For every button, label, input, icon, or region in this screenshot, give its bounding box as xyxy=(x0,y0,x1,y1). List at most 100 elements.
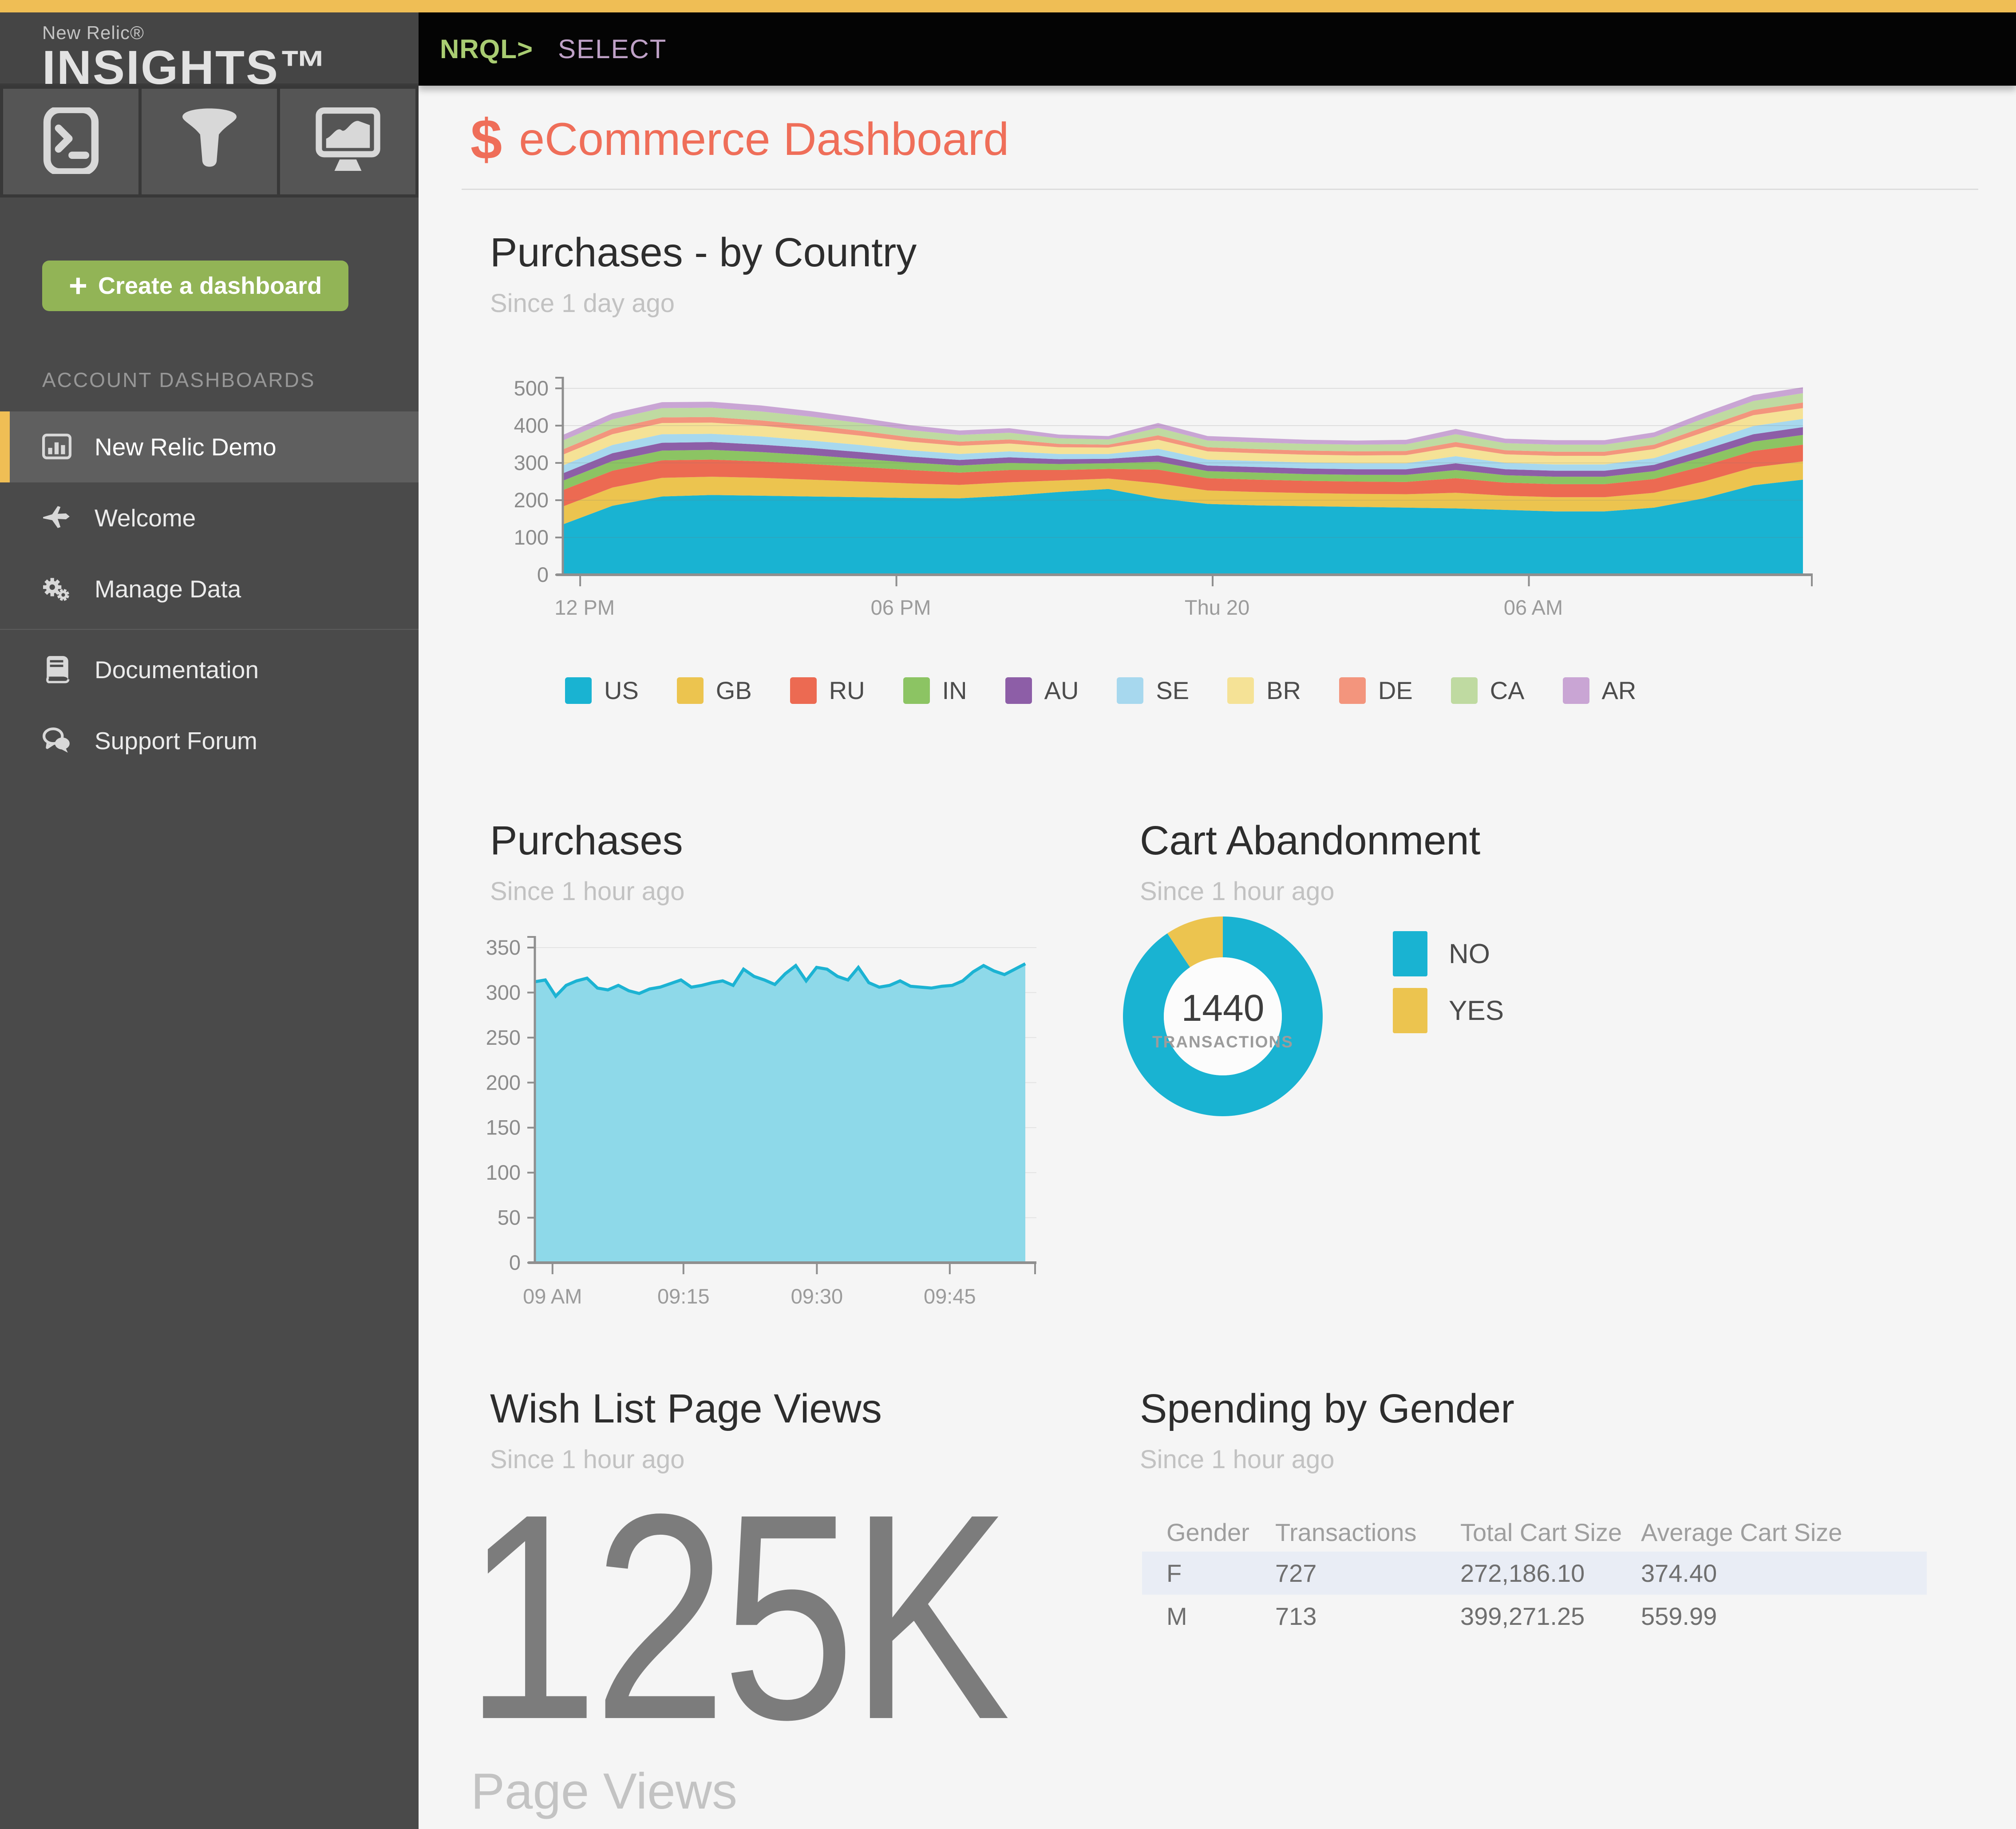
legend-item-RU[interactable]: RU xyxy=(790,676,865,705)
filter-button[interactable] xyxy=(142,89,277,194)
legend-item-yes[interactable]: YES xyxy=(1393,988,1504,1033)
sidebar-toolbar xyxy=(0,86,419,198)
series-area-CA xyxy=(563,393,1803,452)
page-title-text: eCommerce Dashboard xyxy=(519,114,1009,165)
create-dashboard-label: Create a dashboard xyxy=(98,273,322,299)
sidebar-item-welcome[interactable]: Welcome xyxy=(0,482,419,553)
axis-tick-label: 300 xyxy=(514,451,549,474)
sidebar-item-manage-data[interactable]: Manage Data xyxy=(0,553,419,624)
legend-swatch xyxy=(790,677,817,704)
table-cell: 713 xyxy=(1275,1602,1317,1630)
axis-tick-label: 250 xyxy=(486,1026,521,1049)
legend-item-DE[interactable]: DE xyxy=(1339,676,1413,705)
widget-subtitle: Since 1 hour ago xyxy=(490,1445,685,1474)
widget-title-cart-abandonment: Cart Abandonment Since 1 hour ago xyxy=(1140,818,1481,906)
legend-label: SE xyxy=(1156,676,1190,704)
purchases-chart: 0 50 100 150 200 250 300 350 09 AM 09:15 09:30 09:4… xyxy=(486,936,1036,1308)
axis-tick-label: 150 xyxy=(486,1116,521,1139)
table-cell: 272,186.10 xyxy=(1460,1559,1585,1587)
widget-subtitle: Since 1 hour ago xyxy=(490,877,685,906)
legend-label: CA xyxy=(1490,676,1525,704)
legend-swatch xyxy=(1227,677,1254,704)
legend-item-AU[interactable]: AU xyxy=(1005,676,1079,705)
sidebar-divider xyxy=(0,629,419,630)
axis-tick-label: 12 PM xyxy=(554,596,615,619)
app-logo: New Relic® INSIGHTS™ xyxy=(0,12,419,91)
table-column-header: Gender xyxy=(1166,1518,1249,1546)
axis-tick-label: 0 xyxy=(537,563,549,586)
account-dashboards-label: ACCOUNT DASHBOARDS xyxy=(42,368,316,391)
legend-label: BR xyxy=(1266,676,1301,704)
dashboard-content: $ eCommerce Dashboard Purchases - by Cou… xyxy=(419,86,2016,1829)
sidebar-item-new-relic-demo[interactable]: New Relic Demo xyxy=(0,411,419,482)
book-icon xyxy=(42,655,71,684)
series-area-BR xyxy=(563,408,1803,466)
legend-swatch xyxy=(1117,677,1144,704)
brand-name: New Relic® xyxy=(42,22,144,43)
page-title: $ eCommerce Dashboard xyxy=(470,107,1009,172)
table-column-header: Total Cart Size xyxy=(1460,1518,1622,1546)
sidebar-item-label: Support Forum xyxy=(95,727,257,755)
country-legend: US GB RU IN AU SE BR DE CA AR xyxy=(565,676,1636,705)
donut-center-label: TRANSACTIONS xyxy=(1152,1033,1293,1051)
sidebar-item-label: Welcome xyxy=(95,504,196,532)
legend-item-CA[interactable]: CA xyxy=(1451,676,1525,705)
top-accent-bar xyxy=(0,0,2016,12)
dashboards-button[interactable] xyxy=(280,89,415,194)
cart-abandonment-legend: NO YES xyxy=(1393,931,1504,1033)
axis-tick-label: 350 xyxy=(486,936,521,959)
axis-tick-label: Thu 20 xyxy=(1185,596,1249,619)
query-terminal-button[interactable] xyxy=(3,89,138,194)
sidebar-item-support-forum[interactable]: Support Forum xyxy=(0,705,419,776)
axis-tick-label: 500 xyxy=(514,376,549,400)
axis-tick-label: 0 xyxy=(509,1251,521,1274)
axis-tick-label: 09:45 xyxy=(924,1284,976,1308)
gears-icon xyxy=(42,574,71,604)
funnel-icon xyxy=(176,107,243,176)
series-area-US xyxy=(563,479,1803,575)
legend-swatch xyxy=(676,677,704,704)
legend-label: YES xyxy=(1449,995,1504,1026)
nrql-select-keyword: SELECT xyxy=(558,34,667,64)
legend-item-AR[interactable]: AR xyxy=(1562,676,1636,705)
series-area-IN xyxy=(563,435,1803,490)
title-divider xyxy=(462,189,1978,190)
axis-tick-label: 09:30 xyxy=(791,1284,843,1308)
donut-center-value: 1440 xyxy=(1182,987,1265,1029)
table-cell: 399,271.25 xyxy=(1460,1602,1585,1630)
cart-abandonment-donut: 1440 TRANSACTIONS xyxy=(1123,916,1323,1116)
axis-tick-label: 300 xyxy=(486,980,521,1004)
axis-tick-label: 200 xyxy=(514,488,549,512)
purchases-line xyxy=(534,962,1026,999)
legend-swatch xyxy=(1393,988,1427,1033)
series-area-DE xyxy=(563,402,1803,456)
legend-item-IN[interactable]: IN xyxy=(903,676,967,705)
legend-item-BR[interactable]: BR xyxy=(1227,676,1301,705)
donut-hole xyxy=(1164,957,1282,1075)
legend-item-US[interactable]: US xyxy=(565,676,639,705)
axis-tick-label: 50 xyxy=(498,1206,521,1229)
legend-label: NO xyxy=(1449,938,1490,969)
legend-item-no[interactable]: NO xyxy=(1393,931,1504,976)
series-area-RU xyxy=(563,444,1803,507)
legend-label: RU xyxy=(829,676,865,704)
sidebar-nav: New Relic Demo Welcome Manage Data Documen… xyxy=(0,411,419,776)
table-row-m[interactable]: M 713 399,271.25 559.99 xyxy=(1142,1595,1927,1638)
product-name: INSIGHTS™ xyxy=(42,40,329,94)
purchases-by-country-chart: 0 100 200 300 400 500 12 PM 06 PM Thu 20 06 AM xyxy=(514,376,1813,619)
axis-tick-label: 09 AM xyxy=(523,1284,582,1308)
legend-label: US xyxy=(604,676,639,704)
table-cell: 727 xyxy=(1275,1559,1317,1587)
legend-item-SE[interactable]: SE xyxy=(1117,676,1189,705)
nrql-query-bar[interactable]: NRQL> SELECT xyxy=(419,12,2016,86)
sidebar-item-documentation[interactable]: Documentation xyxy=(0,634,419,705)
axis-tick-label: 200 xyxy=(486,1071,521,1094)
table-column-header: Average Cart Size xyxy=(1641,1518,1842,1546)
create-dashboard-button[interactable]: + Create a dashboard xyxy=(42,261,348,311)
legend-label: GB xyxy=(715,676,752,704)
table-row-f[interactable]: F 727 272,186.10 374.40 xyxy=(1142,1552,1927,1595)
legend-item-GB[interactable]: GB xyxy=(676,676,752,705)
legend-swatch xyxy=(1562,677,1589,704)
table-column-header: Transactions xyxy=(1275,1518,1417,1546)
table-cell: M xyxy=(1166,1602,1187,1630)
